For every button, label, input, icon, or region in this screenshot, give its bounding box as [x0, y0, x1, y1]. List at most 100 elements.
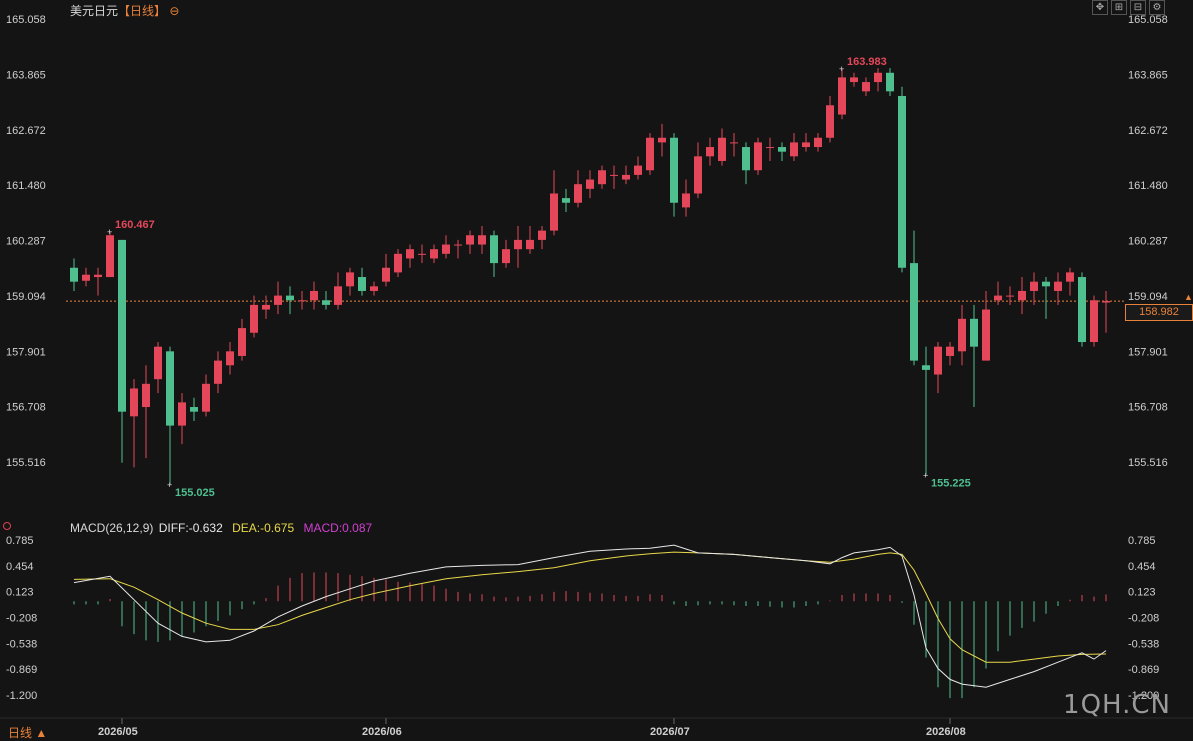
zoom-in-icon[interactable]: ⊞ — [1111, 0, 1127, 15]
candle-down — [358, 277, 366, 291]
price-tick-right: 165.058 — [1128, 14, 1168, 26]
candle-up — [634, 165, 642, 175]
period-label[interactable]: 【日线】 — [118, 4, 167, 18]
candle-up — [586, 179, 594, 189]
candle-up — [1066, 272, 1074, 282]
candle-up — [526, 239, 534, 250]
macd-tick-right: 0.454 — [1128, 561, 1156, 573]
candle-down — [970, 318, 978, 347]
indicator-marker-icon[interactable] — [3, 522, 11, 530]
candle-up — [142, 383, 150, 408]
chart-header: 美元日元【日线】 ⊖ — [70, 2, 179, 19]
macd-tick-right: -1.200 — [1128, 690, 1159, 702]
extreme-marker-icon: + — [839, 64, 844, 74]
candle-up — [130, 388, 138, 417]
price-tick-right: 160.287 — [1128, 236, 1168, 248]
price-tick-left: 156.708 — [6, 402, 46, 414]
candle-up — [850, 77, 858, 83]
current-price-arrow-icon: ▲ — [1184, 292, 1193, 302]
candle-down — [670, 137, 678, 203]
candle-up — [502, 249, 510, 264]
candle-down — [286, 295, 294, 301]
candle-up — [334, 286, 342, 305]
collapse-icon[interactable]: ⊖ — [169, 4, 180, 18]
candle-up — [598, 170, 606, 185]
price-tick-right: 163.865 — [1128, 69, 1168, 81]
candle-up — [1018, 290, 1026, 301]
price-tick-left: 165.058 — [6, 14, 46, 26]
macd-tick-right: 0.123 — [1128, 587, 1156, 599]
price-tick-right: 162.672 — [1128, 125, 1168, 137]
candle-up — [610, 174, 618, 176]
price-tick-left: 163.865 — [6, 69, 46, 81]
settings-icon[interactable]: ⚙ — [1149, 0, 1165, 15]
macd-tick-left: 0.785 — [6, 535, 34, 547]
macd-tick-right: -0.869 — [1128, 664, 1159, 676]
move-icon[interactable]: ✥ — [1092, 0, 1108, 15]
zoom-out-icon[interactable]: ⊟ — [1130, 0, 1146, 15]
candle-up — [106, 235, 114, 278]
candle-up — [706, 147, 714, 157]
symbol-name: 美元日元 — [70, 4, 119, 18]
price-tick-right: 156.708 — [1128, 402, 1168, 414]
macd-tick-left: -0.538 — [6, 638, 37, 650]
chart-toolbar: ✥ ⊞ ⊟ ⚙ — [1092, 0, 1165, 15]
high-price-label: 163.983 — [847, 56, 887, 68]
macd-diff-value: DIFF:-0.632 — [158, 521, 223, 535]
candle-up — [430, 249, 438, 259]
candle-down — [322, 300, 330, 305]
candle-down — [898, 95, 906, 268]
price-tick-left: 160.287 — [6, 236, 46, 248]
macd-tick-right: -0.208 — [1128, 613, 1159, 625]
candle-up — [958, 318, 966, 352]
extreme-marker-icon: + — [167, 480, 172, 490]
candle-down — [886, 72, 894, 92]
current-price-tag: 158.982 — [1125, 304, 1193, 321]
candle-up — [178, 402, 186, 426]
macd-layer — [73, 544, 1107, 699]
price-tick-left: 155.516 — [6, 457, 46, 469]
period-switcher[interactable]: 日线 ▲ — [8, 726, 48, 740]
price-tick-left: 157.901 — [6, 346, 46, 358]
candle-up — [946, 346, 954, 356]
candle-up — [1030, 281, 1038, 291]
candle-up — [274, 295, 282, 305]
candle-up — [418, 253, 426, 255]
candle-up — [1102, 301, 1110, 303]
candle-up — [454, 244, 462, 246]
candle-up — [790, 142, 798, 157]
candle-up — [874, 72, 882, 83]
extreme-marker-icon: + — [107, 227, 112, 237]
macd-tick-left: 0.454 — [6, 561, 34, 573]
candle-up — [238, 328, 246, 356]
candle-up — [658, 137, 666, 143]
candle-up — [694, 156, 702, 194]
date-tick-label: 2026/05 — [98, 726, 138, 738]
watermark: 1QH.CN — [1063, 690, 1171, 720]
price-tick-left: 161.480 — [6, 180, 46, 192]
candle-up — [718, 137, 726, 161]
candle-up — [982, 309, 990, 361]
candle-up — [298, 300, 306, 302]
candle-up — [394, 253, 402, 273]
macd-header[interactable]: MACD(26,12,9) DIFF:-0.632 DEA:-0.675 MAC… — [70, 521, 378, 535]
candle-up — [814, 137, 822, 148]
candle-up — [466, 235, 474, 245]
candle-up — [1054, 281, 1062, 291]
price-tick-right: 157.901 — [1128, 346, 1168, 358]
grid-layer — [0, 300, 1193, 724]
candle-up — [538, 230, 546, 240]
candle-up — [310, 290, 318, 301]
candle-up — [250, 304, 258, 333]
candle-up — [682, 193, 690, 208]
extreme-marker-icon: + — [923, 471, 928, 481]
candle-up — [1090, 300, 1098, 343]
price-tick-left: 162.672 — [6, 125, 46, 137]
macd-tick-right: 0.785 — [1128, 535, 1156, 547]
price-tick-right: 161.480 — [1128, 180, 1168, 192]
candle-down — [922, 365, 930, 370]
low-price-label: 155.225 — [931, 478, 971, 490]
candle-up — [994, 295, 1002, 301]
candle-up — [478, 235, 486, 245]
